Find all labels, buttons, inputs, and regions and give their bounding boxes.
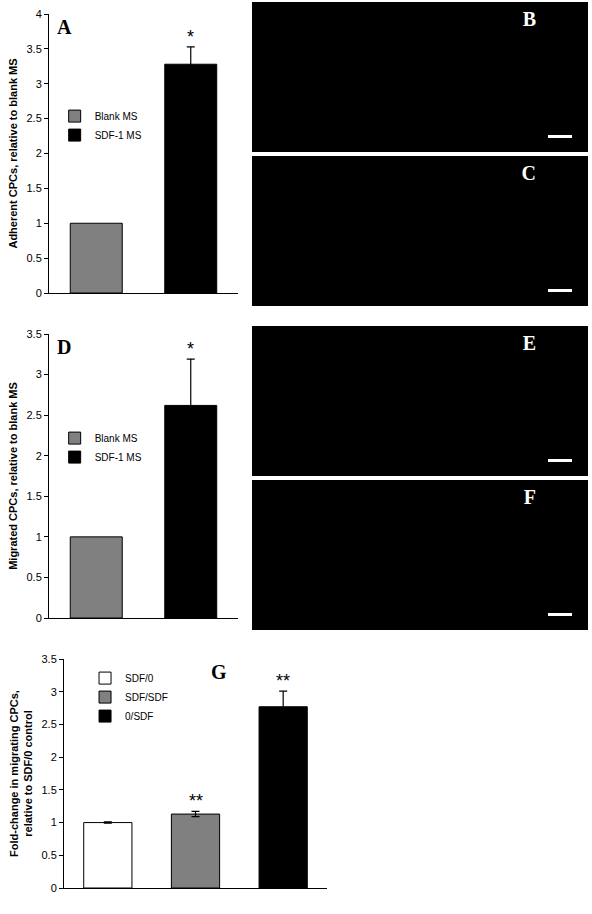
svg-text:*: *: [187, 27, 194, 47]
svg-text:SDF/SDF: SDF/SDF: [125, 692, 168, 703]
svg-text:0.5: 0.5: [27, 252, 42, 264]
svg-text:**: **: [189, 791, 203, 811]
svg-text:0.5: 0.5: [42, 849, 57, 861]
svg-text:SDF/0: SDF/0: [125, 673, 154, 684]
svg-text:2.5: 2.5: [27, 409, 42, 421]
svg-text:3.5: 3.5: [27, 43, 42, 55]
svg-text:0: 0: [36, 612, 42, 624]
svg-text:2.5: 2.5: [27, 112, 42, 124]
svg-text:Adherent CPCs, relative to bla: Adherent CPCs, relative to blank MS: [7, 58, 19, 248]
svg-text:2: 2: [51, 751, 57, 763]
svg-text:Fold-change in migrating CPCs,: Fold-change in migrating CPCs,relative t…: [8, 690, 34, 857]
svg-text:4: 4: [36, 8, 42, 20]
svg-text:3: 3: [36, 368, 42, 380]
svg-text:*: *: [187, 339, 194, 359]
svg-text:0: 0: [51, 882, 57, 894]
svg-text:1.5: 1.5: [27, 182, 42, 194]
svg-text:3: 3: [36, 78, 42, 90]
svg-text:2.5: 2.5: [42, 718, 57, 730]
svg-text:1: 1: [36, 531, 42, 543]
svg-text:2: 2: [36, 450, 42, 462]
svg-text:3.5: 3.5: [27, 328, 42, 340]
svg-text:1: 1: [36, 217, 42, 229]
svg-text:A: A: [57, 16, 72, 38]
svg-text:SDF-1 MS: SDF-1 MS: [95, 130, 142, 141]
html-text:C: C: [521, 162, 536, 184]
svg-text:0: 0: [36, 287, 42, 299]
svg-text:Migrated CPCs, relative to bla: Migrated CPCs, relative to blank MS: [7, 382, 19, 570]
html-text:E: E: [522, 332, 536, 354]
svg-text:D: D: [57, 336, 71, 358]
svg-text:SDF-1 MS: SDF-1 MS: [95, 452, 142, 463]
svg-text:1.5: 1.5: [27, 490, 42, 502]
html-text:F: F: [523, 486, 536, 508]
svg-text:0/SDF: 0/SDF: [125, 711, 153, 722]
svg-text:3: 3: [51, 686, 57, 698]
svg-text:Blank MS: Blank MS: [95, 111, 138, 122]
html-text:B: B: [522, 8, 536, 30]
svg-text:G: G: [211, 661, 227, 683]
svg-text:**: **: [276, 671, 290, 691]
svg-text:1.5: 1.5: [42, 784, 57, 796]
svg-text:1: 1: [51, 816, 57, 828]
svg-text:Blank MS: Blank MS: [95, 433, 138, 444]
svg-text:3.5: 3.5: [42, 653, 57, 665]
svg-text:2: 2: [36, 147, 42, 159]
svg-text:0.5: 0.5: [27, 571, 42, 583]
